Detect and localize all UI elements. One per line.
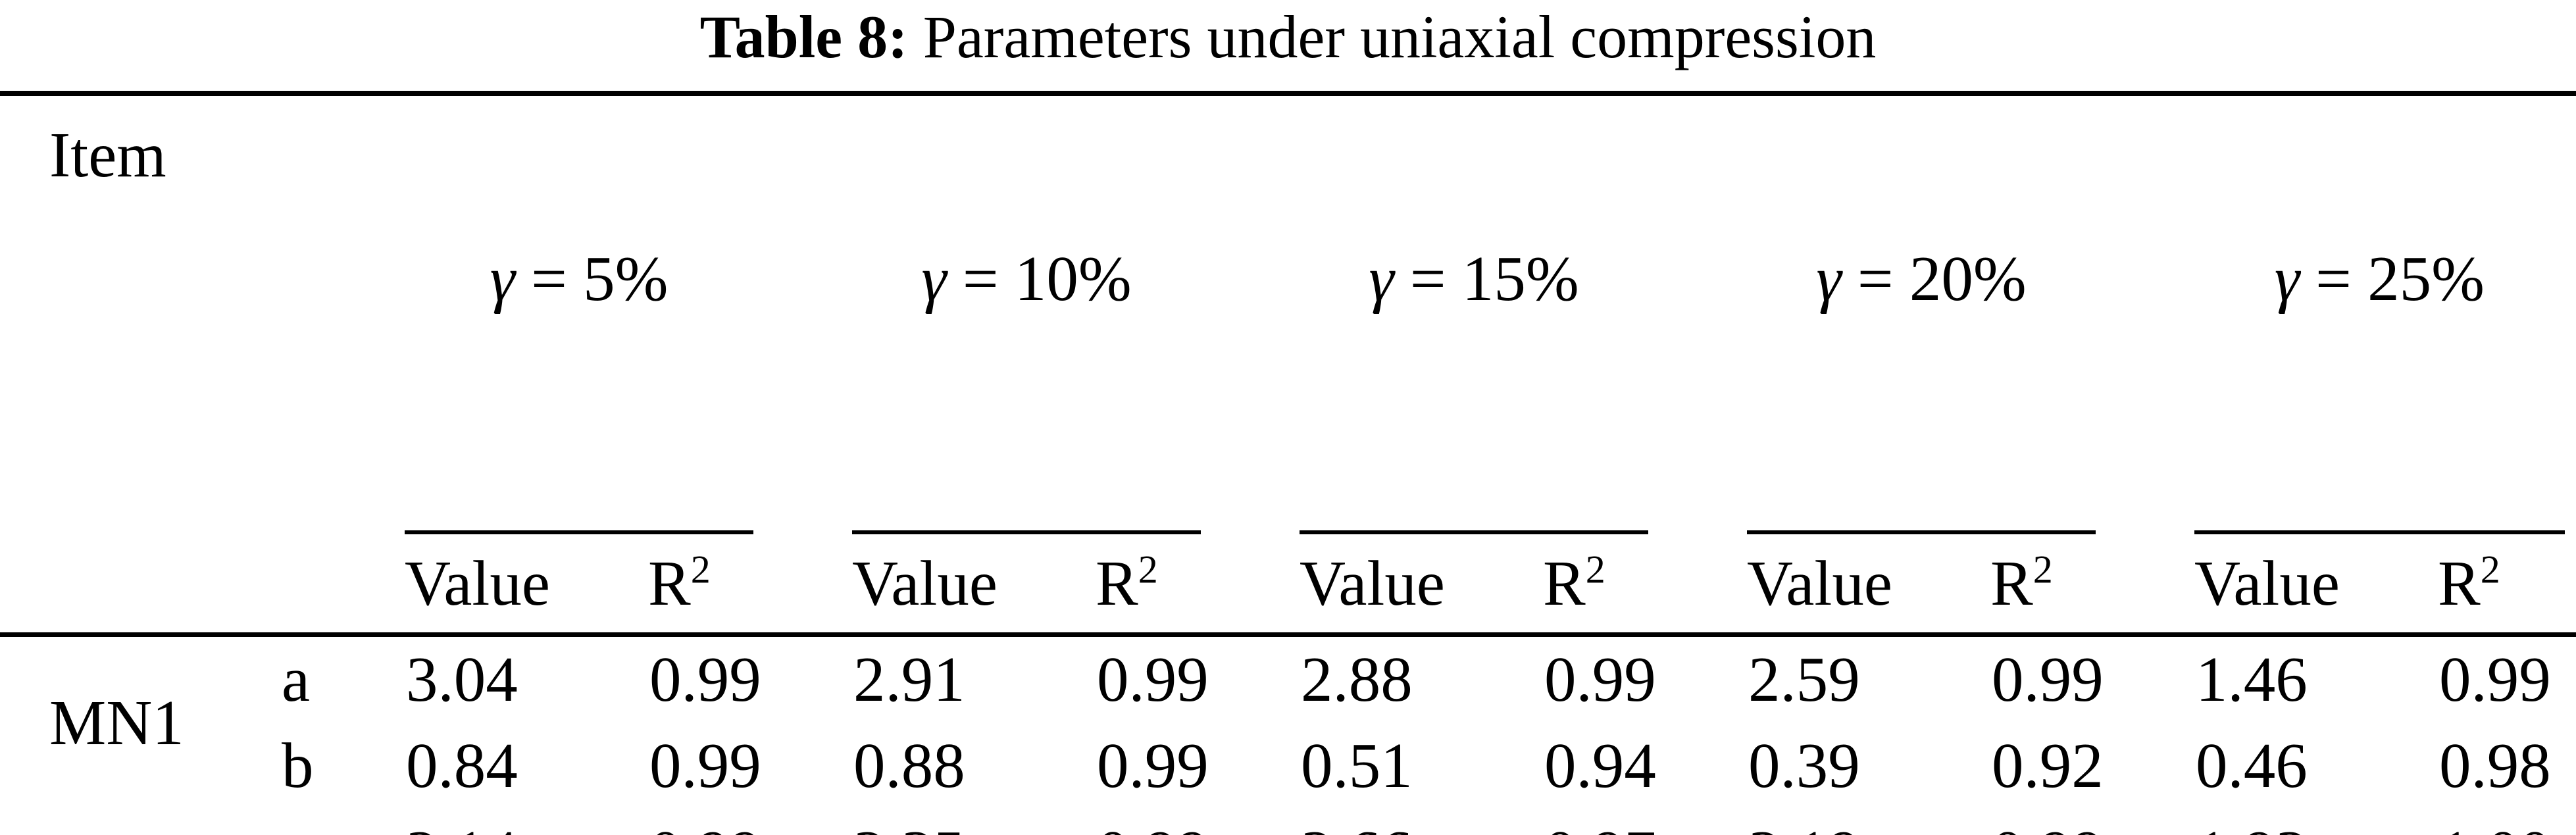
table-row: b 0.84 0.99 0.88 0.99 0.51 0.94 0.39 0.9… — [0, 722, 2576, 809]
value-column-header: Value — [2194, 534, 2438, 637]
data-cell: 0.51 — [1301, 730, 1413, 801]
cmidrule — [852, 530, 1201, 534]
data-cell: 0.99 — [649, 644, 761, 715]
r2-column-header: R2 — [648, 534, 853, 637]
data-cell: 0.99 — [1992, 644, 2104, 715]
data-cell: 0.99 — [1097, 730, 1209, 801]
gamma-symbol: γ — [1369, 243, 1394, 314]
gamma-symbol: γ — [2274, 243, 2300, 314]
data-cell: 0.99 — [1544, 644, 1656, 715]
data-cell: 0.99 — [1097, 644, 1209, 715]
table-row: MN1 a 3.04 0.99 2.91 0.99 2.88 0.99 2.59… — [0, 634, 2576, 759]
data-cell: 0.99 — [1096, 809, 1300, 835]
data-cell: 2.59 — [1748, 644, 1860, 715]
data-cell: 0.99 — [2439, 644, 2551, 715]
data-cell: 0.39 — [1748, 730, 1860, 801]
r2-column-header: R2 — [1096, 534, 1300, 637]
sub-header-row: Value R2 Value R2 Value R2 Value R2 Valu… — [0, 534, 2576, 637]
data-cell: 0.99 — [649, 730, 761, 801]
r2-column-header: R2 — [2438, 534, 2576, 637]
value-column-header: Value — [1747, 534, 1991, 637]
data-cell: 0.97 — [1543, 809, 1747, 835]
data-cell: 0.94 — [1544, 730, 1656, 801]
gamma-symbol: γ — [490, 243, 515, 314]
data-cell: 0.46 — [2196, 730, 2308, 801]
parameters-table: Item γ = 5% γ = 10% γ = 15% γ = 20% γ = … — [0, 91, 2576, 835]
data-cell: 0.99 — [1990, 809, 2194, 835]
row-param-label: a — [282, 644, 311, 715]
row-param-label: a — [276, 809, 405, 835]
data-cell: 2.66 — [1300, 809, 1543, 835]
data-cell: 2.91 — [853, 644, 965, 715]
data-cell: 0.88 — [853, 730, 965, 801]
group-header-label: γ = 15% — [1369, 243, 1579, 314]
row-param-label: b — [282, 730, 314, 801]
value-column-header: Value — [852, 534, 1096, 637]
data-cell: 0.98 — [2439, 730, 2551, 801]
data-cell: 1.93 — [2194, 809, 2438, 835]
data-cell: 0.99 — [648, 809, 852, 835]
group-header-gamma-20: γ = 20% — [1747, 93, 2194, 534]
group-header-label: γ = 20% — [1816, 243, 2027, 314]
gamma-symbol: γ — [921, 243, 947, 314]
group-header-gamma-25: γ = 25% — [2194, 93, 2576, 534]
group-header-label: γ = 10% — [921, 243, 1132, 314]
table-row: MN2 a 2.14 0.99 2.35 0.99 2.66 0.97 3.19… — [0, 809, 2576, 835]
item-column-header: Item — [0, 93, 405, 637]
table-title: Table 8: Parameters under uniaxial compr… — [0, 0, 2576, 91]
value-column-header: Value — [1300, 534, 1544, 637]
data-cell: 0.84 — [406, 730, 518, 801]
r2-column-header: R2 — [1543, 534, 1748, 637]
group-header-label: γ = 25% — [2274, 243, 2485, 314]
group-header-gamma-10: γ = 10% — [852, 93, 1300, 534]
row-group-label: MN2 — [0, 809, 276, 835]
cmidrule — [2194, 530, 2565, 534]
gamma-symbol: γ — [1816, 243, 1842, 314]
cmidrule — [1747, 530, 2096, 534]
data-cell: 2.14 — [405, 809, 648, 835]
table-title-text: Parameters under uniaxial compression — [907, 3, 1877, 70]
data-cell: 2.88 — [1301, 644, 1413, 715]
data-cell: 1.00 — [2438, 809, 2576, 835]
data-cell: 1.46 — [2196, 644, 2308, 715]
cmidrule — [1300, 530, 1649, 534]
row-group-label: MN1 — [49, 688, 184, 759]
group-header-gamma-15: γ = 15% — [1300, 93, 1747, 534]
group-header-row: Item γ = 5% γ = 10% γ = 15% γ = 20% γ = … — [0, 93, 2576, 637]
r2-column-header: R2 — [1990, 534, 2195, 637]
value-column-header: Value — [405, 534, 649, 637]
cmidrule — [405, 530, 754, 534]
table-title-label: Table 8: — [699, 3, 908, 70]
group-header-label: γ = 5% — [490, 243, 669, 314]
data-cell: 0.92 — [1992, 730, 2104, 801]
data-cell: 3.19 — [1747, 809, 1990, 835]
data-cell: 2.35 — [852, 809, 1096, 835]
group-header-gamma-5: γ = 5% — [405, 93, 852, 534]
data-cell: 3.04 — [406, 644, 518, 715]
